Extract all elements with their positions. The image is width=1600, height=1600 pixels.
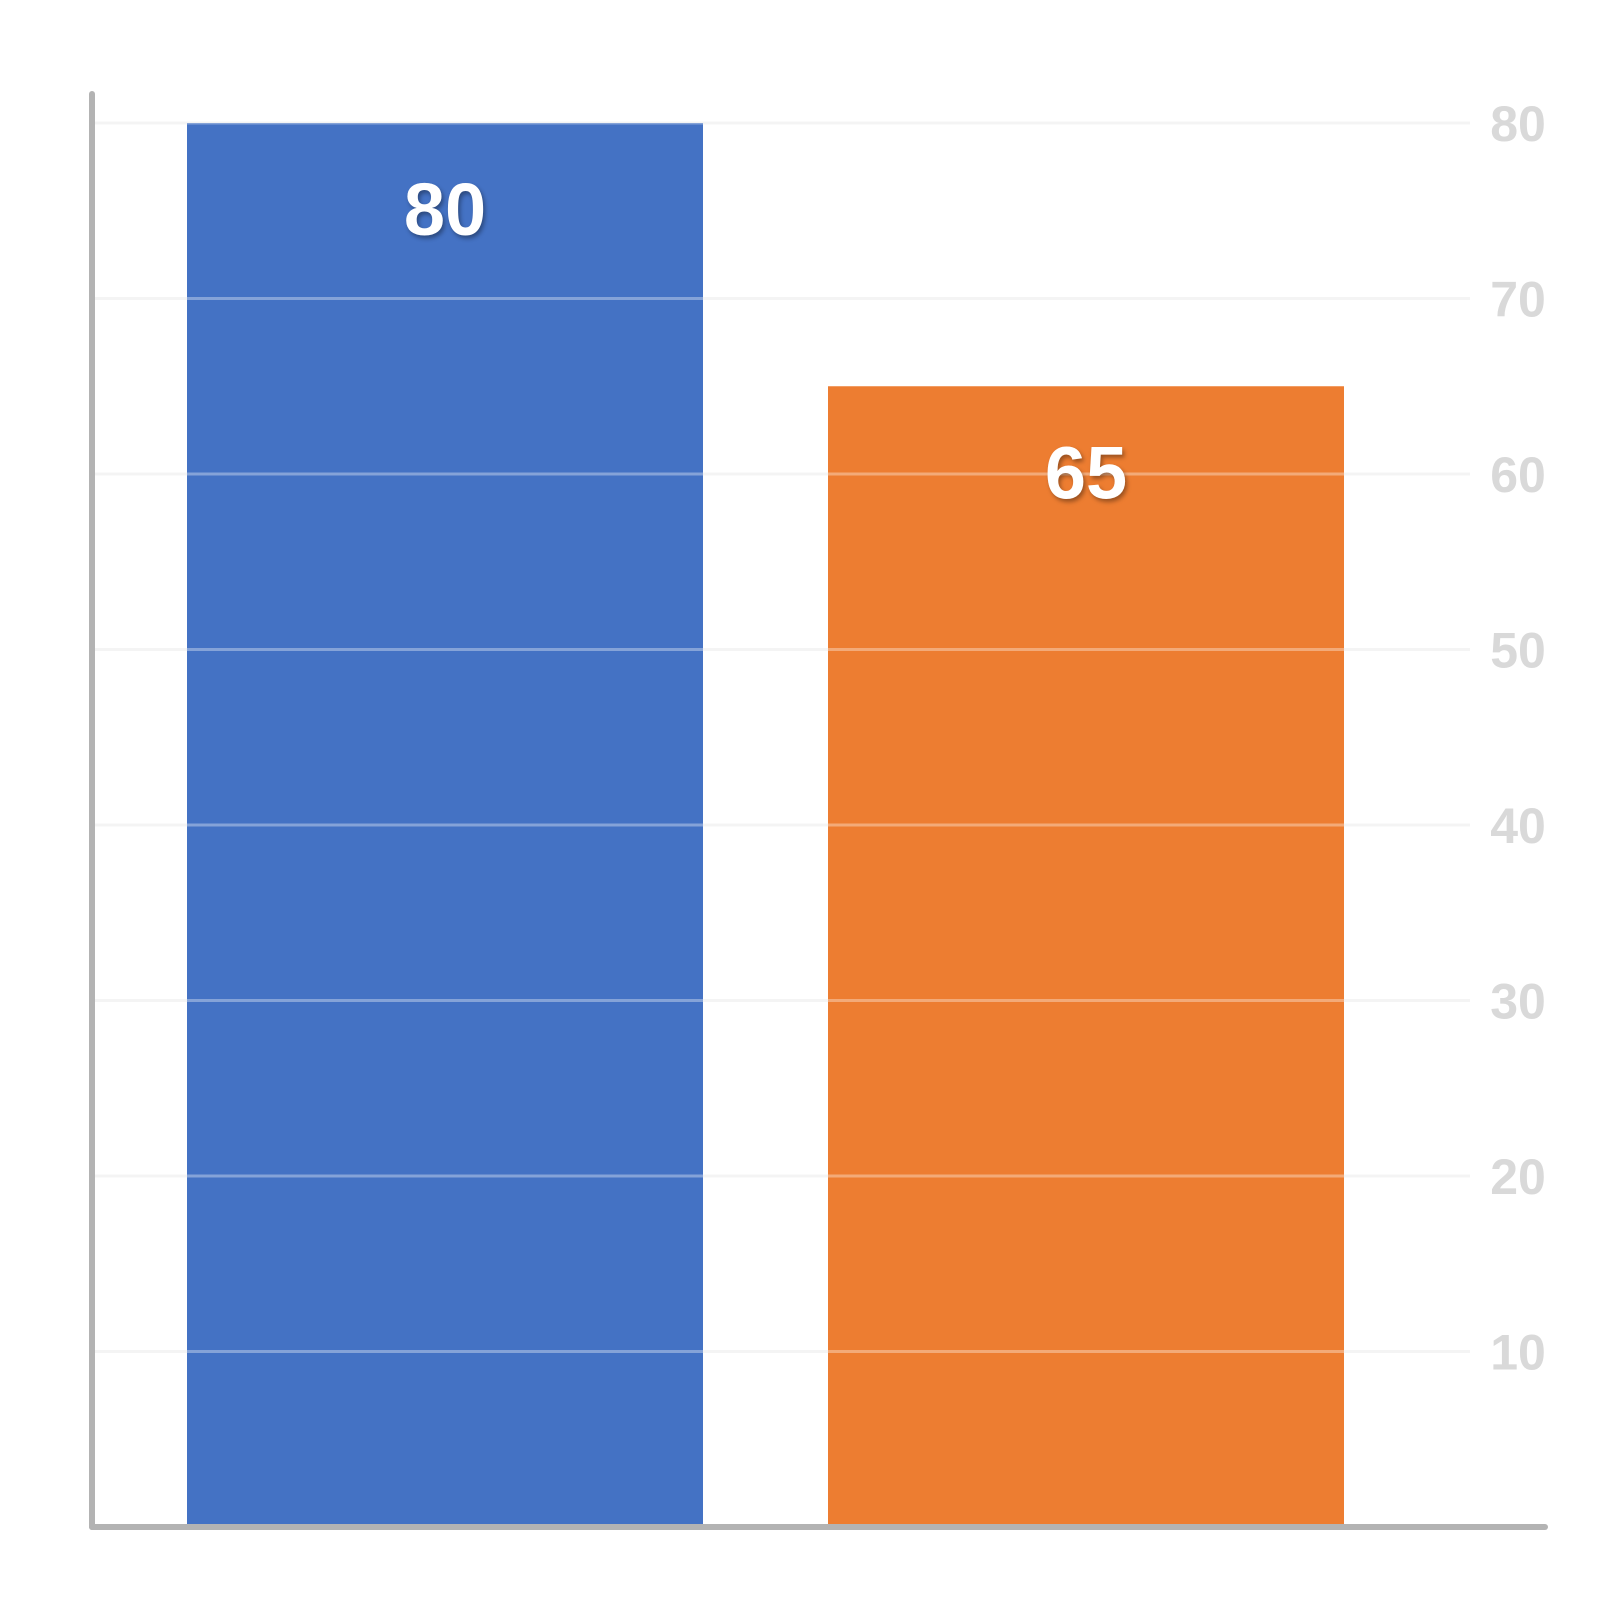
y-tick-label: 80: [1490, 96, 1546, 152]
bar-value-label: 65: [1045, 431, 1127, 514]
bars: [187, 123, 1344, 1527]
y-tick-label: 60: [1490, 447, 1546, 503]
y-axis-tick-labels: 10 20 30 40 50 60 70 80: [1490, 96, 1546, 1381]
axes: [89, 91, 1548, 1530]
bar: [828, 386, 1344, 1527]
bar-overlay-gridlines: [92, 121, 1470, 1353]
bar: [187, 123, 703, 1527]
y-tick-label: 20: [1490, 1149, 1546, 1205]
data-labels: 80 65: [404, 168, 1127, 514]
y-tick-label: 70: [1490, 272, 1546, 328]
bar-value-label: 80: [404, 168, 486, 251]
y-tick-label: 50: [1490, 623, 1546, 679]
y-tick-label: 30: [1490, 974, 1546, 1030]
y-tick-label: 40: [1490, 798, 1546, 854]
y-tick-label: 10: [1490, 1325, 1546, 1381]
